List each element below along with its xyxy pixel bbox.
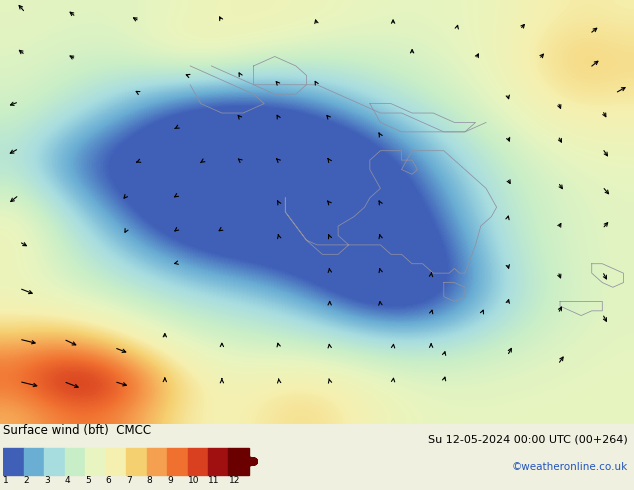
Bar	[126, 448, 146, 475]
Text: Su 12-05-2024 00:00 UTC (00+264): Su 12-05-2024 00:00 UTC (00+264)	[428, 434, 628, 444]
Text: 12: 12	[228, 476, 240, 486]
Bar	[228, 448, 249, 475]
Text: 3: 3	[44, 476, 50, 486]
Bar	[44, 448, 65, 475]
Bar	[208, 448, 228, 475]
Bar	[23, 448, 44, 475]
Text: 7: 7	[126, 476, 132, 486]
Text: 11: 11	[208, 476, 219, 486]
Text: 10: 10	[188, 476, 199, 486]
Text: 1: 1	[3, 476, 9, 486]
Text: 6: 6	[106, 476, 112, 486]
Text: 2: 2	[23, 476, 29, 486]
Text: Surface wind (bft)  CMCC: Surface wind (bft) CMCC	[3, 424, 152, 437]
Text: ©weatheronline.co.uk: ©weatheronline.co.uk	[512, 462, 628, 472]
Text: 5: 5	[85, 476, 91, 486]
Bar	[167, 448, 188, 475]
Bar	[65, 448, 85, 475]
Bar	[146, 448, 167, 475]
Bar	[188, 448, 208, 475]
Text: 9: 9	[167, 476, 173, 486]
Bar	[85, 448, 106, 475]
Text: 8: 8	[146, 476, 152, 486]
Bar	[106, 448, 126, 475]
Text: 4: 4	[65, 476, 70, 486]
Bar	[3, 448, 23, 475]
